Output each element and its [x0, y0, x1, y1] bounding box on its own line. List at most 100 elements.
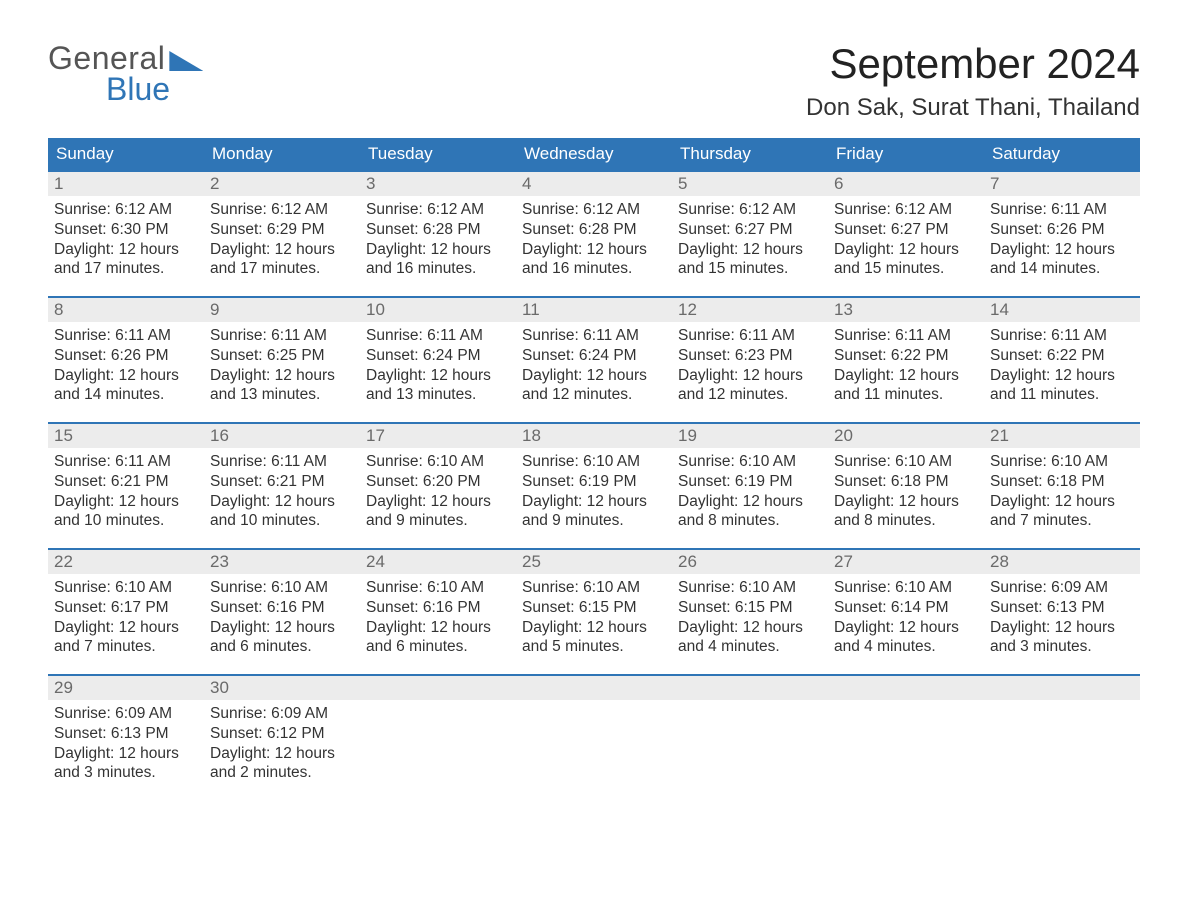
- daylight-line: Daylight: 12 hours and 13 minutes.: [366, 367, 491, 404]
- sunset-line: Sunset: 6:15 PM: [522, 599, 637, 616]
- sunset-line: Sunset: 6:21 PM: [210, 473, 325, 490]
- day-details: Sunrise: 6:10 AMSunset: 6:19 PMDaylight:…: [672, 448, 828, 537]
- day-number: 6: [828, 170, 984, 196]
- calendar-day-cell: 17Sunrise: 6:10 AMSunset: 6:20 PMDayligh…: [360, 422, 516, 548]
- daylight-line: Daylight: 12 hours and 15 minutes.: [678, 241, 803, 278]
- day-details: Sunrise: 6:11 AMSunset: 6:26 PMDaylight:…: [48, 322, 204, 411]
- daylight-line: Daylight: 12 hours and 14 minutes.: [54, 367, 179, 404]
- sunrise-line: Sunrise: 6:12 AM: [210, 201, 328, 218]
- sunrise-line: Sunrise: 6:09 AM: [54, 705, 172, 722]
- sunrise-line: Sunrise: 6:12 AM: [366, 201, 484, 218]
- sunrise-line: Sunrise: 6:11 AM: [54, 327, 171, 344]
- sunset-line: Sunset: 6:23 PM: [678, 347, 793, 364]
- sunset-line: Sunset: 6:17 PM: [54, 599, 169, 616]
- daylight-line: Daylight: 12 hours and 15 minutes.: [834, 241, 959, 278]
- daylight-line: Daylight: 12 hours and 9 minutes.: [366, 493, 491, 530]
- day-details: Sunrise: 6:12 AMSunset: 6:30 PMDaylight:…: [48, 196, 204, 285]
- daylight-line: Daylight: 12 hours and 4 minutes.: [834, 619, 959, 656]
- day-number: 8: [48, 296, 204, 322]
- day-number: 23: [204, 548, 360, 574]
- daylight-line: Daylight: 12 hours and 10 minutes.: [54, 493, 179, 530]
- sunrise-line: Sunrise: 6:11 AM: [210, 327, 327, 344]
- daylight-line: Daylight: 12 hours and 6 minutes.: [366, 619, 491, 656]
- sunset-line: Sunset: 6:29 PM: [210, 221, 325, 238]
- brand-logo: General Blue: [48, 40, 203, 108]
- day-number: 9: [204, 296, 360, 322]
- day-details: Sunrise: 6:09 AM Sunset: 6:13 PM Daylight:…: [48, 700, 204, 789]
- day-number: 11: [516, 296, 672, 322]
- day-number: 24: [360, 548, 516, 574]
- calendar-day-cell: 4Sunrise: 6:12 AMSunset: 6:28 PMDaylight…: [516, 170, 672, 296]
- day-details: Sunrise: 6:10 AM Sunset: 6:17 PM Daylight:…: [48, 574, 204, 663]
- calendar-day-cell: 23Sunrise: 6:10 AMSunset: 6:16 PMDayligh…: [204, 548, 360, 674]
- calendar-day-cell: 9Sunrise: 6:11 AMSunset: 6:25 PMDaylight…: [204, 296, 360, 422]
- day-details: Sunrise: 6:11 AMSunset: 6:21 PMDaylight:…: [204, 448, 360, 537]
- sunset-line: Sunset: 6:24 PM: [366, 347, 481, 364]
- day-details: Sunrise: 6:10 AMSunset: 6:15 PMDaylight:…: [516, 574, 672, 663]
- sunrise-line: Sunrise: 6:10 AM: [678, 453, 796, 470]
- sunrise-line: Sunrise: 6:11 AM: [990, 327, 1107, 344]
- sunrise-line: Sunrise: 6:10 AM: [54, 579, 172, 596]
- weekday-header: Tuesday: [360, 138, 516, 170]
- sunset-line: Sunset: 6:16 PM: [366, 599, 481, 616]
- calendar-day-cell: 21Sunrise: 6:10 AMSunset: 6:18 PMDayligh…: [984, 422, 1140, 548]
- sunset-line: Sunset: 6:22 PM: [990, 347, 1105, 364]
- weekday-header: Saturday: [984, 138, 1140, 170]
- sunrise-line: Sunrise: 6:11 AM: [834, 327, 951, 344]
- daylight-line: Daylight: 12 hours and 11 minutes.: [990, 367, 1115, 404]
- day-number: 17: [360, 422, 516, 448]
- calendar-day-cell: 6Sunrise: 6:12 AMSunset: 6:27 PMDaylight…: [828, 170, 984, 296]
- sunset-line: Sunset: 6:30 PM: [54, 221, 169, 238]
- daylight-line: Daylight: 12 hours and 9 minutes.: [522, 493, 647, 530]
- daylight-line: Daylight: 12 hours and 2 minutes.: [210, 745, 335, 782]
- day-details: Sunrise: 6:10 AMSunset: 6:15 PMDaylight:…: [672, 574, 828, 663]
- calendar-day-cell: 13Sunrise: 6:11 AMSunset: 6:22 PMDayligh…: [828, 296, 984, 422]
- day-details: Sunrise: 6:10 AMSunset: 6:19 PMDaylight:…: [516, 448, 672, 537]
- calendar-table: SundayMondayTuesdayWednesdayThursdayFrid…: [48, 138, 1140, 800]
- sunset-line: Sunset: 6:13 PM: [990, 599, 1105, 616]
- calendar-day-cell: [360, 674, 516, 800]
- calendar-day-cell: 10Sunrise: 6:11 AMSunset: 6:24 PMDayligh…: [360, 296, 516, 422]
- day-details: Sunrise: 6:12 AMSunset: 6:27 PMDaylight:…: [828, 196, 984, 285]
- day-details: Sunrise: 6:10 AMSunset: 6:16 PMDaylight:…: [360, 574, 516, 663]
- day-details: Sunrise: 6:09 AMSunset: 6:12 PMDaylight:…: [204, 700, 360, 789]
- day-number: 5: [672, 170, 828, 196]
- sunset-line: Sunset: 6:13 PM: [54, 725, 169, 742]
- day-number: 27: [828, 548, 984, 574]
- sunrise-line: Sunrise: 6:11 AM: [990, 201, 1107, 218]
- sunrise-line: Sunrise: 6:10 AM: [990, 453, 1108, 470]
- calendar-week-row: 15Sunrise: 6:11 AMSunset: 6:21 PMDayligh…: [48, 422, 1140, 548]
- day-details: Sunrise: 6:10 AMSunset: 6:16 PMDaylight:…: [204, 574, 360, 663]
- calendar-day-cell: 29Sunrise: 6:09 AMSunset: 6:13 PMDayligh…: [48, 674, 204, 800]
- daylight-line: Daylight: 12 hours and 3 minutes.: [54, 745, 179, 782]
- calendar-day-cell: 8Sunrise: 6:11 AMSunset: 6:26 PMDaylight…: [48, 296, 204, 422]
- sunrise-line: Sunrise: 6:10 AM: [834, 579, 952, 596]
- sunset-line: Sunset: 6:28 PM: [522, 221, 637, 238]
- daylight-line: Daylight: 12 hours and 7 minutes.: [54, 619, 179, 656]
- sunrise-line: Sunrise: 6:12 AM: [54, 201, 172, 218]
- calendar-day-cell: 18Sunrise: 6:10 AMSunset: 6:19 PMDayligh…: [516, 422, 672, 548]
- day-details: Sunrise: 6:10 AM Sunset: 6:14 PM Daylight:…: [828, 574, 984, 663]
- sunset-line: Sunset: 6:26 PM: [990, 221, 1105, 238]
- day-number: 28: [984, 548, 1140, 574]
- calendar-day-cell: 14Sunrise: 6:11 AMSunset: 6:22 PMDayligh…: [984, 296, 1140, 422]
- header-block: General Blue September 2024 Don Sak, Sur…: [48, 40, 1140, 122]
- sunset-line: Sunset: 6:28 PM: [366, 221, 481, 238]
- day-details: Sunrise: 6:11 AMSunset: 6:22 PMDaylight:…: [828, 322, 984, 411]
- day-number-empty: [360, 674, 516, 700]
- weekday-header: Sunday: [48, 138, 204, 170]
- day-number: 21: [984, 422, 1140, 448]
- day-number: 26: [672, 548, 828, 574]
- sunset-line: Sunset: 6:14 PM: [834, 599, 949, 616]
- day-details: Sunrise: 6:11 AMSunset: 6:24 PMDaylight:…: [516, 322, 672, 411]
- daylight-line: Daylight: 12 hours and 3 minutes.: [990, 619, 1115, 656]
- sunset-line: Sunset: 6:18 PM: [990, 473, 1105, 490]
- day-details: Sunrise: 6:12 AMSunset: 6:28 PMDaylight:…: [360, 196, 516, 285]
- daylight-line: Daylight: 12 hours and 8 minutes.: [834, 493, 959, 530]
- calendar-day-cell: 16Sunrise: 6:11 AMSunset: 6:21 PMDayligh…: [204, 422, 360, 548]
- daylight-line: Daylight: 12 hours and 14 minutes.: [990, 241, 1115, 278]
- sunset-line: Sunset: 6:19 PM: [678, 473, 793, 490]
- day-number: 22: [48, 548, 204, 574]
- sunset-line: Sunset: 6:20 PM: [366, 473, 481, 490]
- day-details: Sunrise: 6:10 AMSunset: 6:20 PMDaylight:…: [360, 448, 516, 537]
